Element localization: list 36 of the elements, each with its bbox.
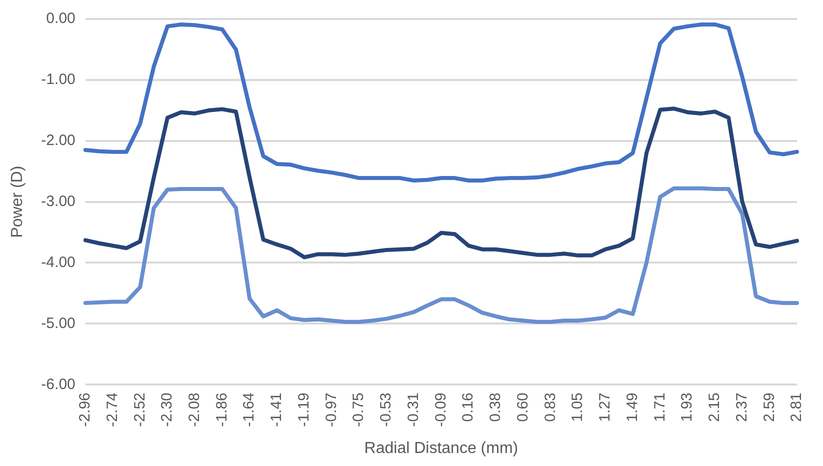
x-tick-label: 1.27 xyxy=(596,392,614,422)
x-tick-label: 0.83 xyxy=(542,392,559,422)
y-tick-label: -4.00 xyxy=(41,254,76,271)
x-tick-label: -0.09 xyxy=(432,392,450,427)
x-tick-label: -2.96 xyxy=(76,392,94,427)
x-tick-label: -1.41 xyxy=(268,392,286,427)
y-tick-label: -1.00 xyxy=(41,71,76,88)
x-tick-label: 1.05 xyxy=(569,392,586,422)
x-tick-label: -0.75 xyxy=(350,392,368,427)
x-tick-label: 2.37 xyxy=(733,392,750,422)
y-tick-label: -2.00 xyxy=(41,132,76,150)
y-tick-label: -3.00 xyxy=(41,192,76,210)
x-axis-title: Radial Distance (mm) xyxy=(364,440,518,457)
x-tick-label: -0.53 xyxy=(378,392,395,427)
x-tick-label: -2.08 xyxy=(186,392,204,427)
x-tick-label: 0.16 xyxy=(460,392,477,422)
x-tick-label: -0.31 xyxy=(404,392,422,427)
x-tick-label: 2.59 xyxy=(760,392,778,422)
x-tick-label: -2.30 xyxy=(158,392,176,427)
x-tick-label: -0.97 xyxy=(322,392,340,427)
x-tick-label: 0.38 xyxy=(487,392,504,422)
x-tick-label: 1.71 xyxy=(651,392,668,422)
x-tick-label: -2.74 xyxy=(104,392,121,427)
x-tick-label: 0.60 xyxy=(514,392,532,422)
x-tick-label: 2.15 xyxy=(706,392,724,422)
x-tick-label: -1.86 xyxy=(213,392,230,427)
x-tick-label: -2.52 xyxy=(131,392,148,427)
x-tick-label: -1.19 xyxy=(295,392,312,427)
y-tick-label: -5.00 xyxy=(41,314,76,332)
x-tick-label: 1.93 xyxy=(678,392,696,422)
x-tick-label: -1.64 xyxy=(240,392,258,427)
y-tick-label: 0.00 xyxy=(46,10,76,28)
y-axis-title: Power (D) xyxy=(9,166,26,238)
x-tick-label: 1.49 xyxy=(624,392,641,422)
y-tick-label: -6.00 xyxy=(41,376,76,393)
x-tick-label: 2.81 xyxy=(788,392,806,422)
